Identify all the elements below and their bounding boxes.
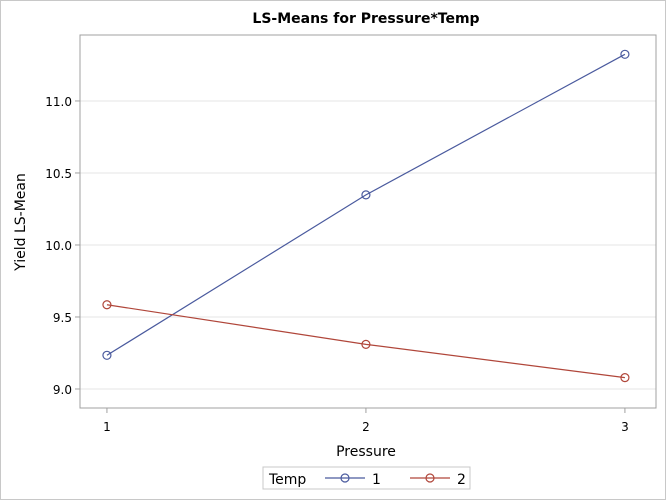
x-tick-label: 2 [362,420,370,434]
legend-box [262,466,471,490]
legend-label: 1 [372,472,381,488]
x-tick-label: 3 [621,420,629,434]
y-tick-label: 9.5 [53,311,72,325]
data-point [102,350,112,360]
plot-area [79,34,657,409]
legend-marker [425,473,435,483]
y-tick-label: 10.5 [45,167,72,181]
data-point [361,339,371,349]
data-point [620,373,630,383]
series-line-2 [106,304,625,379]
chart-title: LS-Means for Pressure*Temp [252,11,479,27]
legend-marker [340,473,350,483]
legend: Temp 1 2 [262,466,471,490]
series-line-1 [106,53,626,356]
x-axis-label: Pressure [336,444,396,460]
y-tick-label: 10.0 [45,239,72,253]
x-tick-label: 1 [103,420,111,434]
data-point [620,49,630,59]
data-point [361,190,371,200]
legend-title: Temp [268,472,306,488]
y-axis-label: Yield LS-Mean [13,173,29,272]
data-point [102,300,112,310]
legend-label: 2 [457,472,466,488]
y-tick-label: 11.0 [45,95,72,109]
y-tick-label: 9.0 [53,383,72,397]
